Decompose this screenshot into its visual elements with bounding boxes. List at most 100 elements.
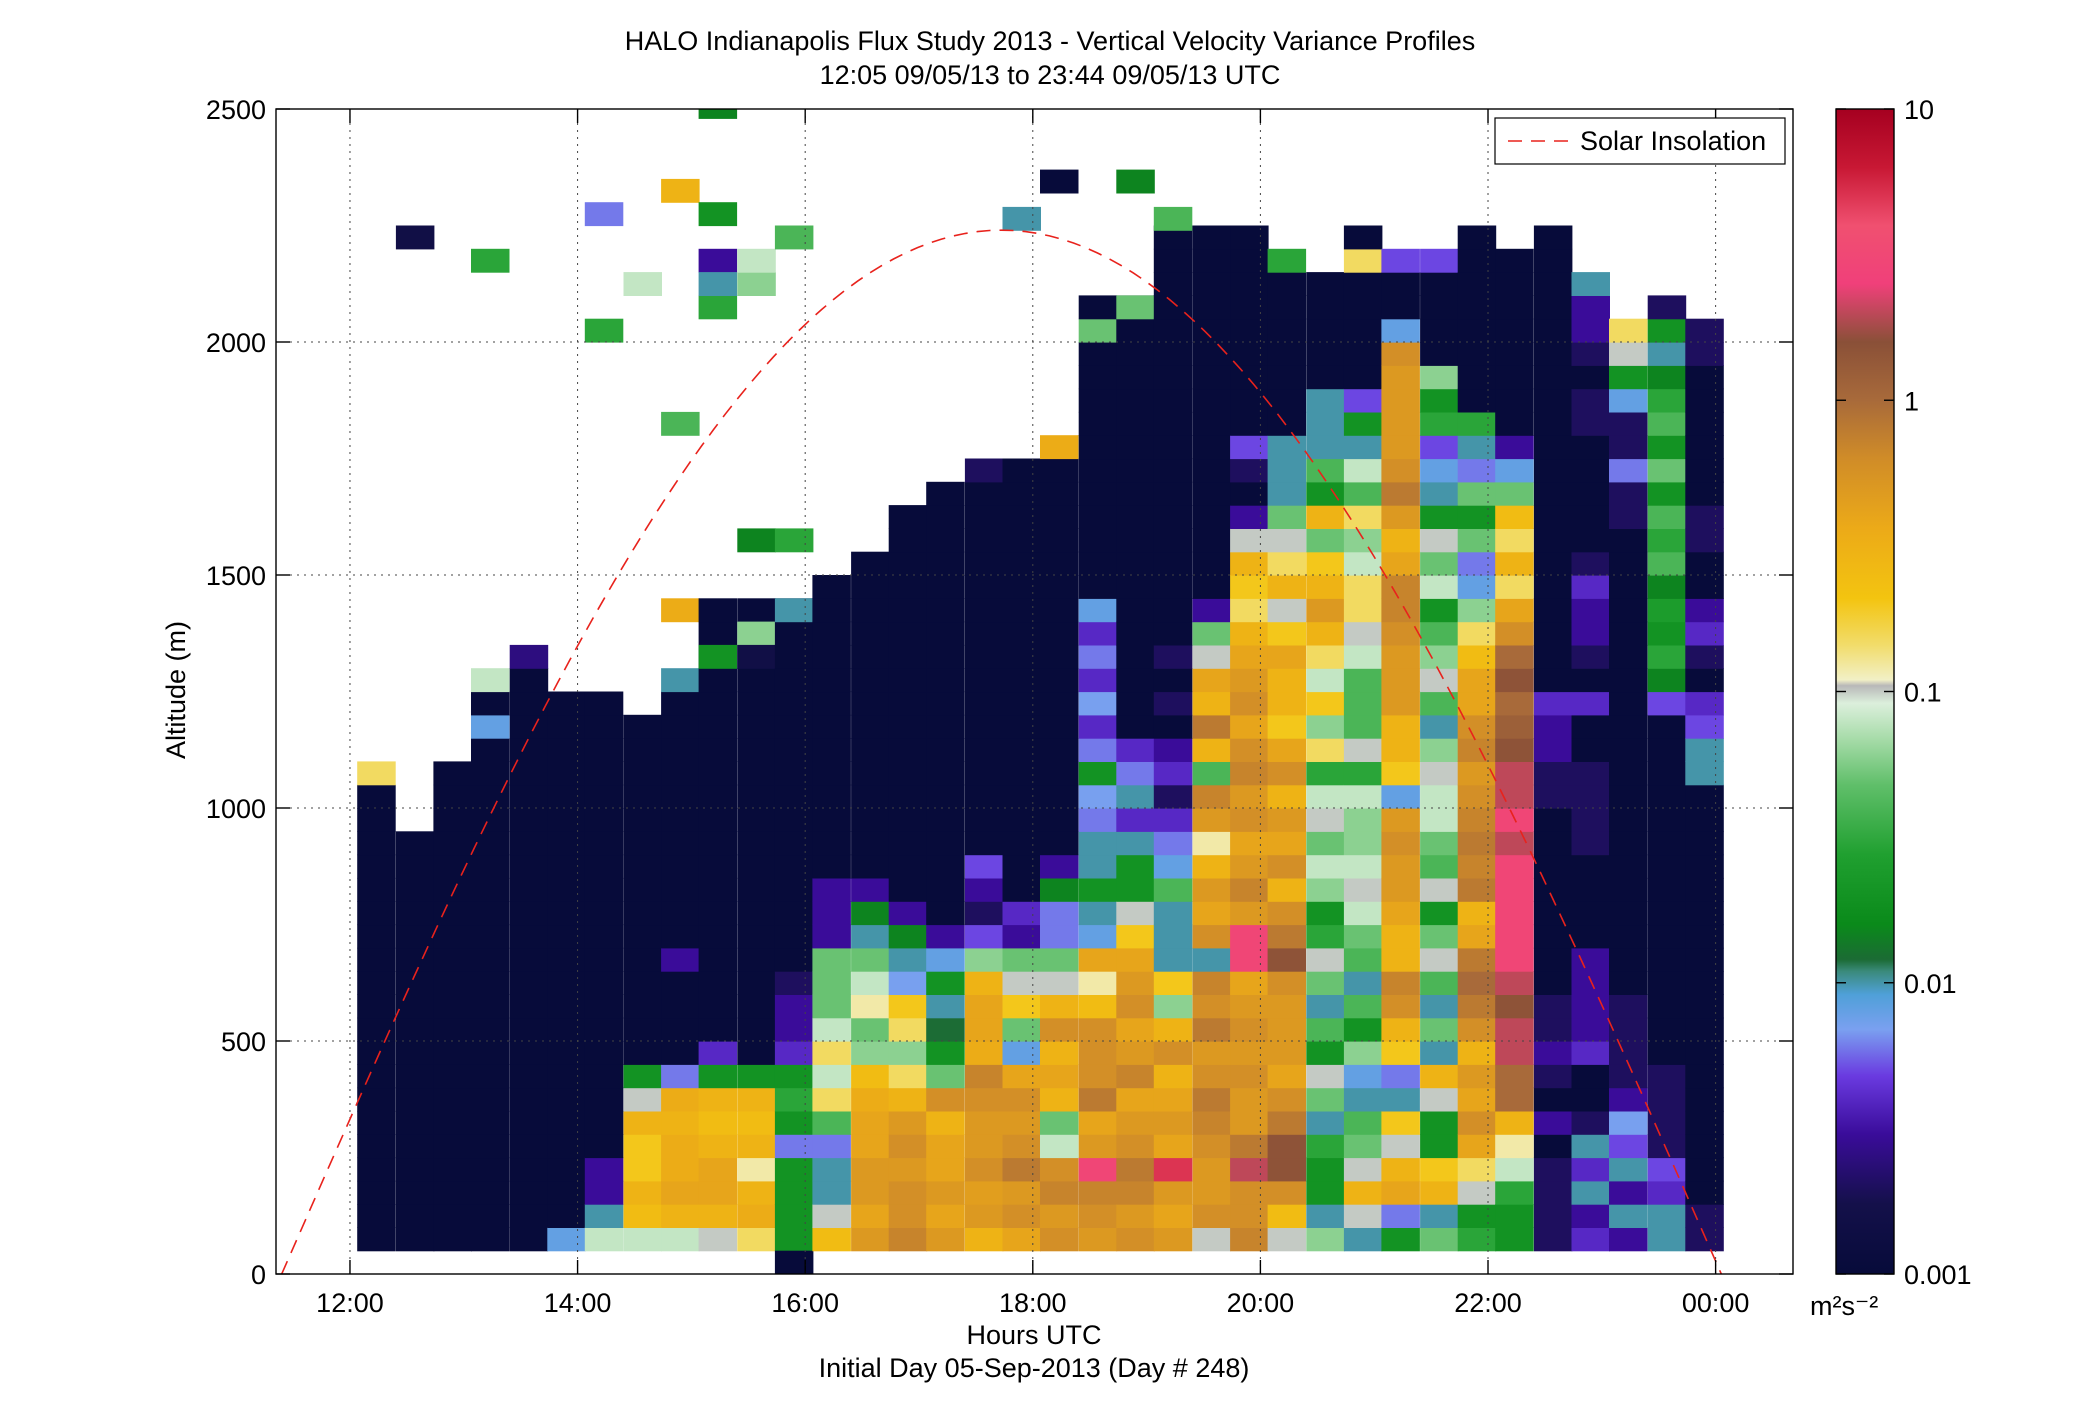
heatmap-cell <box>851 691 890 716</box>
heatmap-cell <box>1040 808 1079 832</box>
heatmap-cell <box>584 994 624 1019</box>
heatmap-cell <box>1381 1157 1420 1182</box>
heatmap-cell <box>888 877 928 902</box>
heatmap-cell <box>1457 924 1497 949</box>
heatmap-cell <box>1153 388 1193 413</box>
heatmap-cell <box>1116 575 1155 599</box>
heatmap-cell <box>1647 1064 1687 1089</box>
heatmap-cell <box>851 877 890 902</box>
heatmap-cell <box>395 877 435 902</box>
heatmap-cell <box>471 1110 510 1135</box>
heatmap-cell <box>1420 458 1459 483</box>
heatmap-cell <box>471 691 510 716</box>
heatmap-cell <box>1495 1180 1534 1205</box>
heatmap-cell <box>357 877 396 902</box>
heatmap-cell <box>471 668 510 693</box>
heatmap-cell <box>1078 808 1118 832</box>
heatmap-cell <box>1230 295 1269 320</box>
heatmap-cell <box>1116 528 1155 553</box>
heatmap-cell-extra <box>1002 206 1041 231</box>
heatmap-cell <box>1381 1204 1420 1228</box>
heatmap-cell <box>584 1041 624 1065</box>
heatmap-cell <box>509 1157 549 1182</box>
heatmap-cell <box>661 947 700 972</box>
heatmap-cell <box>1381 1087 1420 1112</box>
heatmap-cell <box>1609 808 1648 832</box>
heatmap-cell <box>1420 1204 1459 1228</box>
heatmap-cell <box>1040 1134 1079 1159</box>
heatmap-cell <box>1306 831 1345 856</box>
heatmap-cell <box>1192 924 1231 949</box>
heatmap-cell <box>1647 1087 1687 1112</box>
heatmap-cell <box>851 598 890 623</box>
heatmap-cell <box>1153 831 1193 856</box>
heatmap-cell <box>1116 761 1155 786</box>
heatmap-cell <box>1457 784 1497 809</box>
heatmap-cell-extra <box>661 178 700 203</box>
heatmap-cell <box>1533 1157 1573 1182</box>
heatmap-cell <box>1306 738 1345 762</box>
heatmap-cell <box>1116 1087 1155 1112</box>
heatmap-cell <box>1230 644 1269 669</box>
heatmap-cell <box>1647 808 1687 832</box>
heatmap-cell <box>547 1017 586 1042</box>
heatmap-cell <box>1420 1134 1459 1159</box>
heatmap-cell <box>774 644 814 669</box>
heatmap-cell <box>1571 1087 1610 1112</box>
heatmap-cell <box>395 1017 435 1042</box>
solar-insolation-curve <box>280 229 1723 1274</box>
chart-title: HALO Indianapolis Flux Study 2013 - Vert… <box>625 26 1475 56</box>
heatmap-cell <box>1230 784 1269 809</box>
heatmap-cell <box>1116 458 1155 483</box>
heatmap-cell <box>1002 714 1041 739</box>
heatmap-cell <box>1267 435 1307 460</box>
heatmap-cell <box>1495 621 1534 646</box>
heatmap-cell <box>1230 1180 1269 1205</box>
heatmap-cell <box>433 808 472 832</box>
heatmap-cell <box>1381 295 1420 320</box>
heatmap-cell <box>737 924 776 949</box>
heatmap-cell <box>1230 1227 1269 1252</box>
heatmap-cell <box>1685 551 1724 576</box>
heatmap-cell <box>926 808 965 832</box>
heatmap-cell <box>1002 854 1041 879</box>
heatmap-cell <box>737 691 776 716</box>
heatmap-cell <box>964 761 1004 786</box>
heatmap-cell <box>1685 714 1724 739</box>
heatmap-cell <box>698 1134 738 1159</box>
heatmap-cell <box>964 598 1004 623</box>
heatmap-cell <box>888 1204 928 1228</box>
heatmap-cell <box>1306 1064 1345 1089</box>
heatmap-cell <box>623 714 662 739</box>
heatmap-cell <box>1002 901 1041 926</box>
heatmap-cell <box>1495 342 1534 366</box>
heatmap-cell-extra <box>698 272 738 296</box>
heatmap-cell <box>1457 272 1497 296</box>
heatmap-cell <box>888 994 928 1019</box>
heatmap-cell <box>1381 248 1420 273</box>
heatmap-cell <box>509 668 549 693</box>
heatmap-cell <box>964 1157 1004 1182</box>
heatmap-cell <box>1420 1087 1459 1112</box>
heatmap-cell <box>1078 295 1118 320</box>
heatmap-cell <box>1685 598 1724 623</box>
heatmap-cell <box>1040 668 1079 693</box>
heatmap-cell <box>698 1157 738 1182</box>
heatmap-cell <box>661 1227 700 1252</box>
heatmap-cell <box>1571 738 1610 762</box>
heatmap-cell <box>1457 411 1497 436</box>
heatmap-cell <box>888 1180 928 1205</box>
heatmap-cell <box>1343 947 1383 972</box>
heatmap-cell <box>926 1110 965 1135</box>
heatmap-cell <box>1647 551 1687 576</box>
heatmap-cell <box>812 598 851 623</box>
heatmap-cell <box>1343 901 1383 926</box>
heatmap-cell <box>1457 947 1497 972</box>
heatmap-cell <box>1685 342 1724 366</box>
heatmap-cell <box>1609 551 1648 576</box>
heatmap-cell <box>1495 784 1534 809</box>
x-axis-sublabel: Initial Day 05-Sep-2013 (Day # 248) <box>819 1353 1250 1383</box>
heatmap-cell <box>661 877 700 902</box>
heatmap-cell <box>1002 971 1041 995</box>
heatmap-cell <box>1267 388 1307 413</box>
